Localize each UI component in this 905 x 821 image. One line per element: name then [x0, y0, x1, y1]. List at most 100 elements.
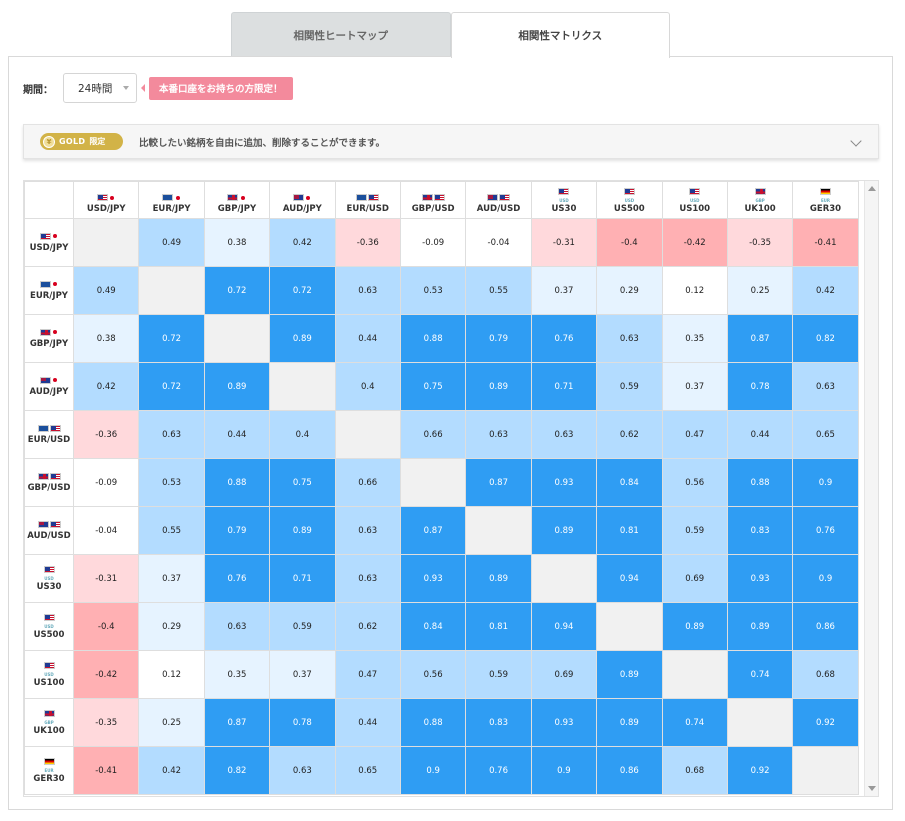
- correlation-matrix-table: USD/JPY EUR/JPY GBP/JPY AUD/JPY EUR/USD GBP/U…: [24, 181, 859, 795]
- correlation-matrix[interactable]: USD/JPY EUR/JPY GBP/JPY AUD/JPY EUR/USD GBP/U…: [23, 180, 879, 797]
- matrix-cell: 0.76: [203, 554, 271, 603]
- row-header: USD US30: [24, 554, 74, 603]
- matrix-cell: 0.82: [792, 314, 859, 363]
- row-header: EUR GER30: [24, 746, 74, 795]
- row-header: USD US500: [24, 602, 74, 651]
- matrix-cell: 0.74: [726, 650, 794, 699]
- matrix-cell: 0.84: [399, 602, 467, 651]
- matrix-row: EUR GER30 -0.41 0.42 0.82 0.63 0.65 0.9 0.76 0.9 0…: [24, 746, 859, 795]
- matrix-cell: 0.63: [530, 410, 598, 459]
- flag-de-icon: [819, 188, 831, 195]
- row-header-label: UK100: [33, 725, 65, 736]
- matrix-cell: -0.31: [72, 554, 140, 603]
- currency-tag: EUR: [820, 198, 831, 203]
- matrix-cell: 0.92: [792, 698, 859, 747]
- currency-tag: USD: [44, 575, 54, 581]
- flag-group: [270, 194, 334, 201]
- flag-au-icon: [487, 194, 499, 201]
- matrix-cell: 0.44: [726, 410, 794, 459]
- column-header: AUD/JPY: [269, 181, 336, 219]
- matrix-cell: 0.37: [138, 554, 205, 603]
- matrix-cell: 0.63: [792, 362, 859, 411]
- tab-correlation-heatmap[interactable]: 相関性ヒートマップ: [231, 12, 451, 57]
- matrix-cell: 0.12: [661, 266, 728, 315]
- period-select[interactable]: 24時間: [63, 73, 137, 103]
- matrix-panel: 期間： 24時間 本番口座をお持ちの方限定！ ¥ GOLD 限定 比較したい銘柄…: [8, 56, 893, 810]
- matrix-cell: 0.62: [334, 602, 401, 651]
- matrix-cell: 0.89: [596, 650, 663, 699]
- scroll-down-arrow-icon[interactable]: [868, 786, 876, 791]
- matrix-cell: 0.44: [334, 698, 401, 747]
- tab-correlation-matrix[interactable]: 相関性マトリクス: [450, 12, 670, 58]
- matrix-cell: -0.31: [530, 218, 598, 267]
- row-header-label: GER30: [33, 773, 65, 784]
- matrix-cell: 0.55: [465, 266, 532, 315]
- flag-group: [25, 424, 73, 432]
- row-header: AUD/JPY: [24, 362, 74, 411]
- matrix-row: GBP/USD -0.09 0.53 0.88 0.75 0.66 0.87 0.93 0.84…: [24, 458, 859, 507]
- column-header: AUD/USD: [465, 181, 532, 219]
- matrix-cell: 0.38: [203, 218, 271, 267]
- matrix-cell: 0.4: [334, 362, 401, 411]
- matrix-cell: -0.36: [72, 410, 140, 459]
- matrix-cell: 0.37: [661, 362, 728, 411]
- matrix-cell: 0.44: [334, 314, 401, 363]
- column-header: GBP/USD: [399, 181, 467, 219]
- chevron-down-icon: [123, 86, 129, 90]
- flag-us-icon: [43, 565, 55, 573]
- chevron-down-icon[interactable]: [850, 135, 862, 147]
- matrix-cell: -0.42: [661, 218, 728, 267]
- vertical-scrollbar[interactable]: [864, 181, 878, 796]
- matrix-cell-diagonal: [661, 650, 728, 699]
- matrix-cell-diagonal: [72, 218, 140, 267]
- matrix-cell: 0.42: [72, 362, 140, 411]
- matrix-cell: 0.83: [465, 698, 532, 747]
- matrix-cell: 0.93: [530, 698, 598, 747]
- matrix-cell: 0.79: [465, 314, 532, 363]
- row-header-label: GBP/USD: [27, 482, 71, 493]
- gold-badge-label: GOLD: [59, 137, 86, 146]
- column-header: USD/JPY: [72, 181, 140, 219]
- row-header: GBP/USD: [24, 458, 74, 507]
- matrix-cell: -0.4: [596, 218, 663, 267]
- matrix-cell: 0.63: [269, 746, 336, 795]
- matrix-cell: 0.53: [138, 458, 205, 507]
- matrix-row: USD US500 -0.4 0.29 0.63 0.59 0.62 0.84 0.81 0.94…: [24, 602, 859, 651]
- matrix-cell: 0.84: [596, 458, 663, 507]
- scroll-up-arrow-icon[interactable]: [868, 186, 876, 191]
- matrix-cell: 0.25: [138, 698, 205, 747]
- matrix-cell: 0.68: [792, 650, 859, 699]
- matrix-cell: 0.63: [596, 314, 663, 363]
- flag-jp-icon: [174, 194, 182, 201]
- matrix-cell: 0.56: [661, 458, 728, 507]
- flag-us-icon: [433, 194, 445, 201]
- currency-tag: EUR: [44, 767, 54, 773]
- gold-feature-text: 比較したい銘柄を自由に追加、削除することができます。: [139, 137, 386, 149]
- currency-tag: USD: [624, 198, 635, 203]
- matrix-cell: 0.87: [465, 458, 532, 507]
- matrix-cell-diagonal: [465, 506, 532, 555]
- period-select-value: 24時間: [78, 82, 113, 95]
- matrix-cell: 0.89: [269, 506, 336, 555]
- matrix-cell: 0.89: [465, 362, 532, 411]
- flag-jp-icon: [51, 376, 59, 384]
- flag-us-icon: [689, 188, 701, 195]
- row-header: USD/JPY: [24, 218, 74, 267]
- flag-us-icon: [96, 194, 108, 201]
- matrix-cell: 0.88: [399, 698, 467, 747]
- flag-gb-icon: [227, 194, 239, 201]
- matrix-cell: 0.35: [661, 314, 728, 363]
- matrix-cell: -0.04: [72, 506, 140, 555]
- row-header-label: AUD/USD: [27, 530, 71, 541]
- flag-group: [25, 613, 73, 621]
- flag-us-icon: [49, 472, 61, 480]
- flag-de-icon: [43, 757, 55, 765]
- flag-group: [728, 188, 792, 195]
- period-row: 期間： 24時間 本番口座をお持ちの方限定！: [23, 73, 293, 103]
- matrix-cell: 0.86: [596, 746, 663, 795]
- matrix-cell: 0.68: [661, 746, 728, 795]
- matrix-cell: 0.63: [465, 410, 532, 459]
- flag-jp-icon: [51, 328, 59, 336]
- matrix-row: AUD/JPY 0.42 0.72 0.89 0.4 0.75 0.89 0.71 0.59 0.…: [24, 362, 859, 411]
- gold-feature-bar[interactable]: ¥ GOLD 限定 比較したい銘柄を自由に追加、削除することができます。: [23, 124, 879, 159]
